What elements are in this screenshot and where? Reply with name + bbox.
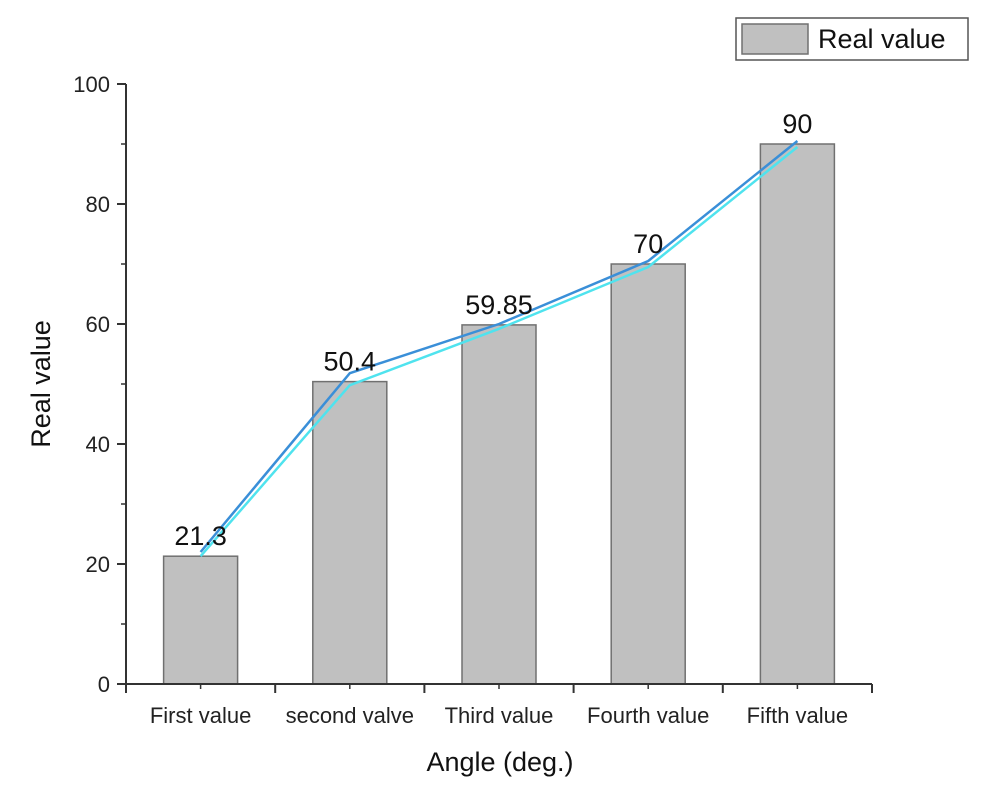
y-tick-label: 0 xyxy=(98,672,110,697)
x-axis-title: Angle (deg.) xyxy=(426,747,573,777)
x-tick-label: First value xyxy=(150,703,251,728)
y-tick-label: 80 xyxy=(86,192,110,217)
data-label: 70 xyxy=(633,229,663,259)
data-label: 21.3 xyxy=(174,521,227,551)
overlay-lines-group xyxy=(199,140,799,558)
bar-4 xyxy=(610,263,686,685)
x-tick-label: second valve xyxy=(286,703,414,728)
bars-group xyxy=(162,143,836,685)
ticks-group: 0 20 40 60 80 100 First value second valve Third… xyxy=(73,72,873,728)
x-tick-label: Fifth value xyxy=(747,703,849,728)
overlay-line-1 xyxy=(199,140,799,553)
data-label: 50.4 xyxy=(324,347,377,377)
legend-label: Real value xyxy=(818,24,946,54)
x-tick-label: Fourth value xyxy=(587,703,709,728)
x-tick-label: Third value xyxy=(445,703,554,728)
y-tick-label: 40 xyxy=(86,432,110,457)
bar-2 xyxy=(312,380,388,685)
legend: Real value xyxy=(735,17,969,61)
data-label: 90 xyxy=(782,109,812,139)
overlay-line-2 xyxy=(199,146,799,558)
bar-5 xyxy=(759,143,836,685)
y-axis-title: Real value xyxy=(26,320,56,448)
y-tick-label: 60 xyxy=(86,312,110,337)
bar-3 xyxy=(461,324,537,685)
y-tick-label: 100 xyxy=(73,72,110,97)
legend-swatch xyxy=(741,23,809,55)
data-label: 59.85 xyxy=(465,290,533,320)
y-tick-label: 20 xyxy=(86,552,110,577)
bar-1 xyxy=(162,555,239,685)
data-labels-group: 21.3 50.4 59.85 70 90 xyxy=(174,109,812,551)
